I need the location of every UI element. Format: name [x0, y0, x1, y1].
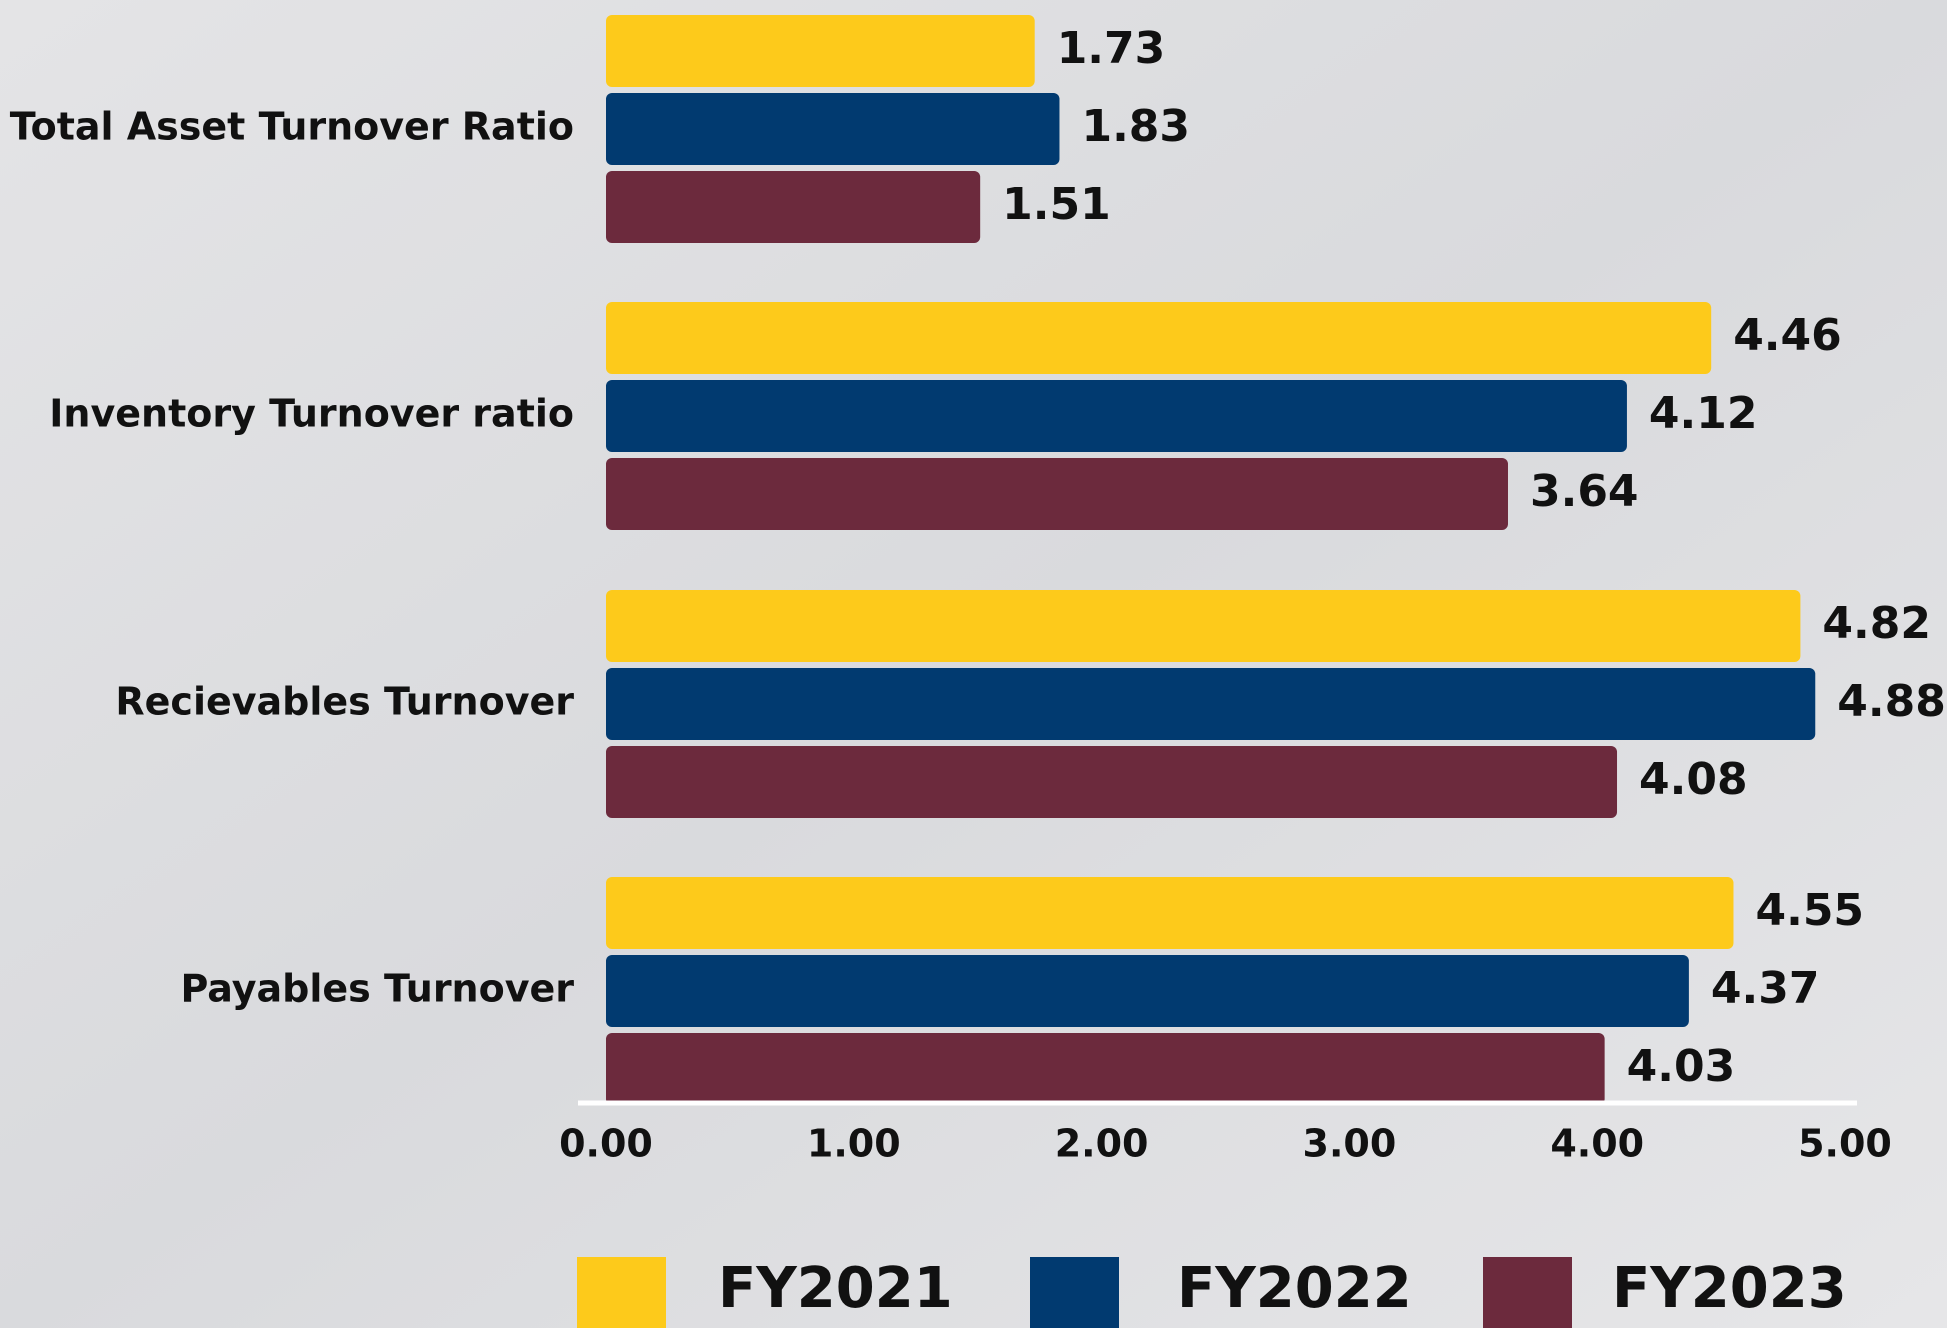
x-tick-label: 1.00	[807, 1122, 901, 1166]
value-label: 4.37	[1711, 963, 1820, 1014]
value-label: 4.55	[1755, 885, 1864, 936]
value-label: 1.73	[1057, 23, 1166, 74]
value-label: 1.83	[1081, 101, 1190, 152]
value-label: 4.12	[1649, 388, 1758, 439]
bar	[606, 746, 1618, 818]
value-label: 1.51	[1002, 179, 1111, 230]
value-label: 4.88	[1837, 676, 1946, 727]
bar	[606, 458, 1508, 530]
value-label: 4.82	[1822, 598, 1931, 649]
legend-label: FY2023	[1612, 1256, 1847, 1321]
x-tick-label: 3.00	[1303, 1122, 1397, 1166]
bar	[606, 93, 1060, 165]
x-tick-label: 4.00	[1550, 1122, 1644, 1166]
bar	[606, 590, 1801, 662]
bar	[606, 380, 1627, 452]
value-label: 4.03	[1627, 1041, 1736, 1092]
category-label: Recievables Turnover	[115, 680, 574, 724]
legend-label: FY2022	[1177, 1256, 1412, 1321]
x-tick-label: 2.00	[1055, 1122, 1149, 1166]
legend-swatch	[1030, 1257, 1119, 1328]
category-label: Total Asset Turnover Ratio	[10, 105, 574, 149]
category-label: Payables Turnover	[180, 967, 574, 1011]
category-label: Inventory Turnover ratio	[49, 392, 574, 436]
value-label: 3.64	[1530, 466, 1639, 517]
x-tick-label: 5.00	[1798, 1122, 1892, 1166]
bar	[606, 171, 981, 243]
legend-swatch	[577, 1257, 666, 1328]
bar	[606, 15, 1035, 87]
value-label: 4.08	[1639, 754, 1748, 805]
legend-swatch	[1483, 1257, 1572, 1328]
legend-label: FY2021	[718, 1256, 953, 1321]
bar	[606, 302, 1712, 374]
bar	[606, 955, 1689, 1027]
value-label: 4.46	[1733, 310, 1842, 361]
bar	[606, 668, 1816, 740]
bar	[606, 1033, 1605, 1105]
x-tick-label: 0.00	[559, 1122, 653, 1166]
bar	[606, 877, 1734, 949]
